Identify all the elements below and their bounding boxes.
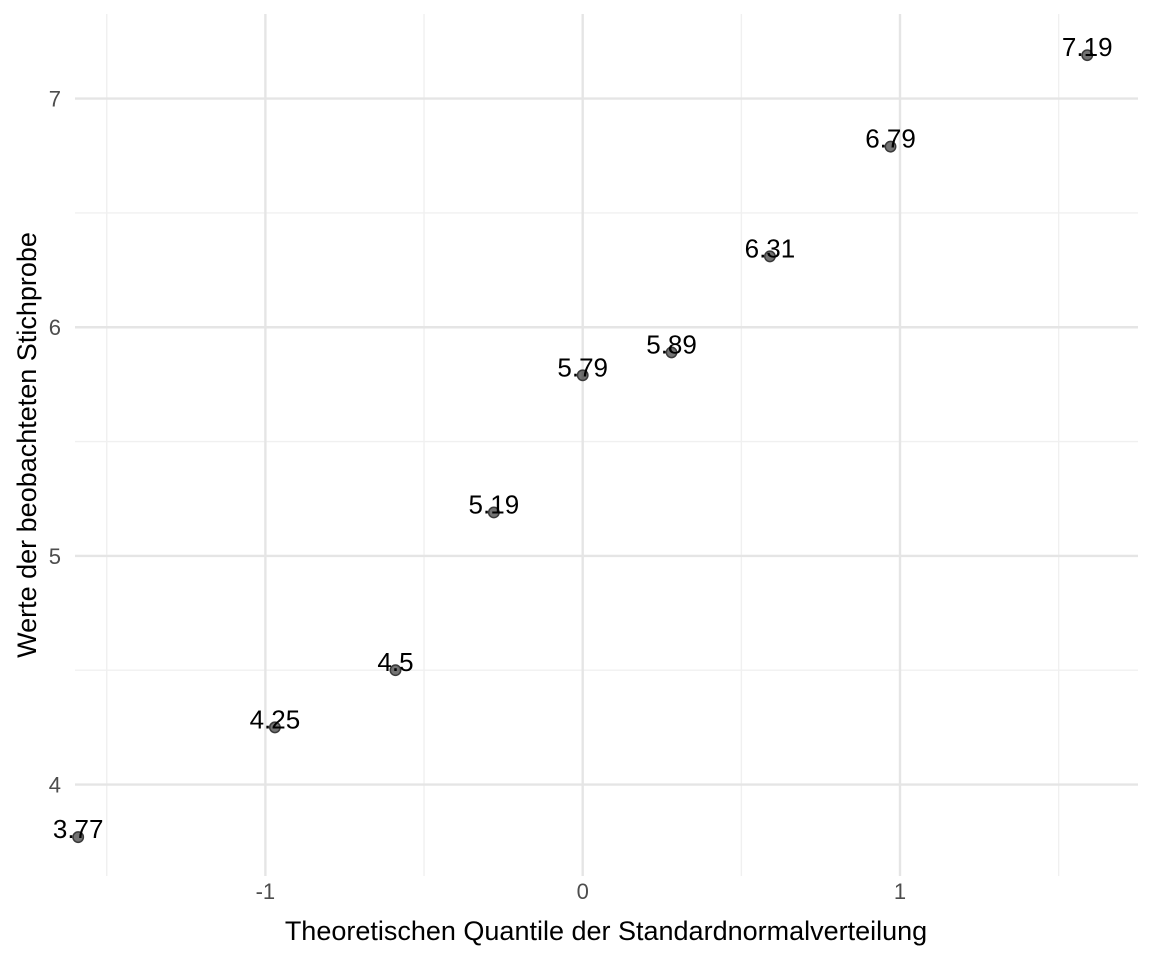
data-point [268,721,281,734]
data-point-label: 5.79 [557,352,608,382]
y-tick-label: 6 [49,315,61,340]
data-point-label: 6.31 [745,233,796,263]
data-point-label: 7.19 [1062,32,1113,62]
x-tick-label: -1 [256,879,276,904]
data-point [487,506,500,519]
y-tick-label: 5 [49,544,61,569]
x-axis-tick-labels: -1 0 1 [256,879,907,904]
x-tick-label: 0 [577,879,589,904]
data-point-label: 6.79 [865,124,916,154]
x-axis-title: Theoretischen Quantile der Standardnorma… [285,916,927,946]
data-point [72,831,85,844]
major-gridlines [75,14,1138,876]
data-point [1081,49,1094,62]
data-point-label: 3.77 [53,814,104,844]
y-tick-label: 4 [49,773,61,798]
y-axis-tick-labels: 4 5 6 7 [49,87,61,798]
data-point-label: 4.25 [250,704,301,734]
data-point-label: 4.5 [377,647,413,677]
data-point [389,664,402,677]
y-axis-title: Werte der beobachteten Stichprobe [12,232,42,658]
data-point [665,346,678,359]
data-labels: 3.77 4.25 4.5 5.19 5.79 5.89 6.31 6.79 7.19 [53,32,1113,844]
y-tick-label: 7 [49,87,61,112]
minor-gridlines [75,14,1138,876]
data-points [72,49,1094,844]
data-point-label: 5.19 [469,489,520,519]
x-tick-label: 1 [894,879,906,904]
data-point [576,369,589,382]
data-point-label: 5.89 [646,329,697,359]
data-point [763,250,776,263]
data-point [884,140,897,153]
